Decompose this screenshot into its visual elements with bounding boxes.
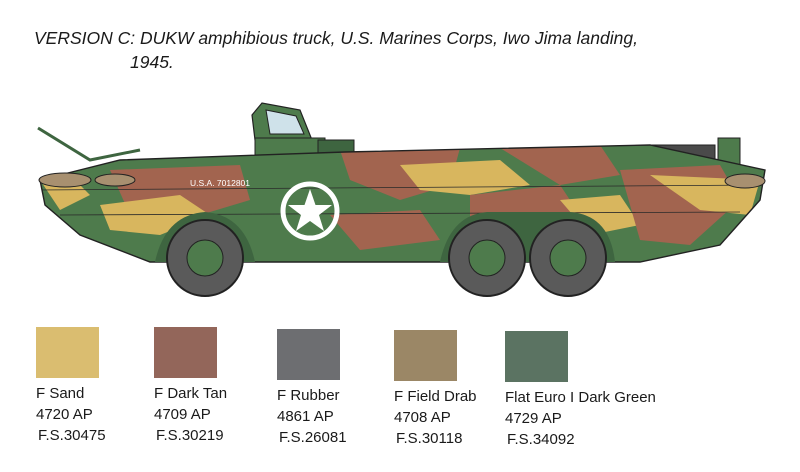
swatch-fs: F.S.30219 (156, 427, 224, 444)
dukw-truck-illustration: U.S.A. 7012801 (37, 102, 766, 297)
swatch-name: F Field Drab (394, 388, 477, 405)
color-chip (505, 331, 568, 382)
title-line-1: VERSION C: DUKW amphibious truck, U.S. M… (34, 28, 638, 48)
swatch-code: 4709 AP (154, 406, 211, 423)
color-chip (394, 330, 457, 381)
bow-frame (37, 126, 141, 162)
title-line-2: 1945. (130, 52, 174, 72)
hull (40, 145, 765, 262)
bumper-roll (94, 173, 136, 187)
swatch-fs: F.S.26081 (279, 429, 347, 446)
swatch-field-drab: F Field Drab 4708 AP F.S.30118 (394, 330, 477, 449)
swatch-fs: F.S.30475 (38, 427, 106, 444)
swatch-code: 4720 AP (36, 406, 93, 423)
swatch-name: F Rubber (277, 387, 340, 404)
swatch-fs: F.S.34092 (507, 431, 575, 448)
hull-outline (39, 144, 766, 263)
swatch-name: Flat Euro I Dark Green (505, 389, 656, 406)
serial-marking: U.S.A. 7012801 (190, 178, 250, 188)
color-chip (277, 329, 340, 380)
swatch-name: F Dark Tan (154, 385, 228, 402)
wheels (155, 212, 615, 297)
version-title: VERSION C: DUKW amphibious truck, U.S. M… (34, 26, 638, 74)
swatch-name: F Sand (36, 385, 85, 402)
swatch-code: 4729 AP (505, 410, 562, 427)
bumper-roll (38, 172, 92, 188)
swatch-fs: F.S.30118 (396, 430, 463, 447)
swatch-sand: F Sand 4720 AP F.S.30475 (36, 327, 106, 446)
swatch-dark-green: Flat Euro I Dark Green 4729 AP F.S.34092 (505, 331, 656, 450)
bumper-roll (724, 173, 766, 189)
color-chip (36, 327, 99, 378)
color-chip (154, 327, 217, 378)
swatch-code: 4861 AP (277, 408, 334, 425)
swatch-rubber: F Rubber 4861 AP F.S.26081 (277, 329, 347, 448)
swatch-dark-tan: F Dark Tan 4709 AP F.S.30219 (154, 327, 227, 446)
swatch-code: 4708 AP (394, 409, 451, 426)
star-insignia (280, 181, 340, 241)
